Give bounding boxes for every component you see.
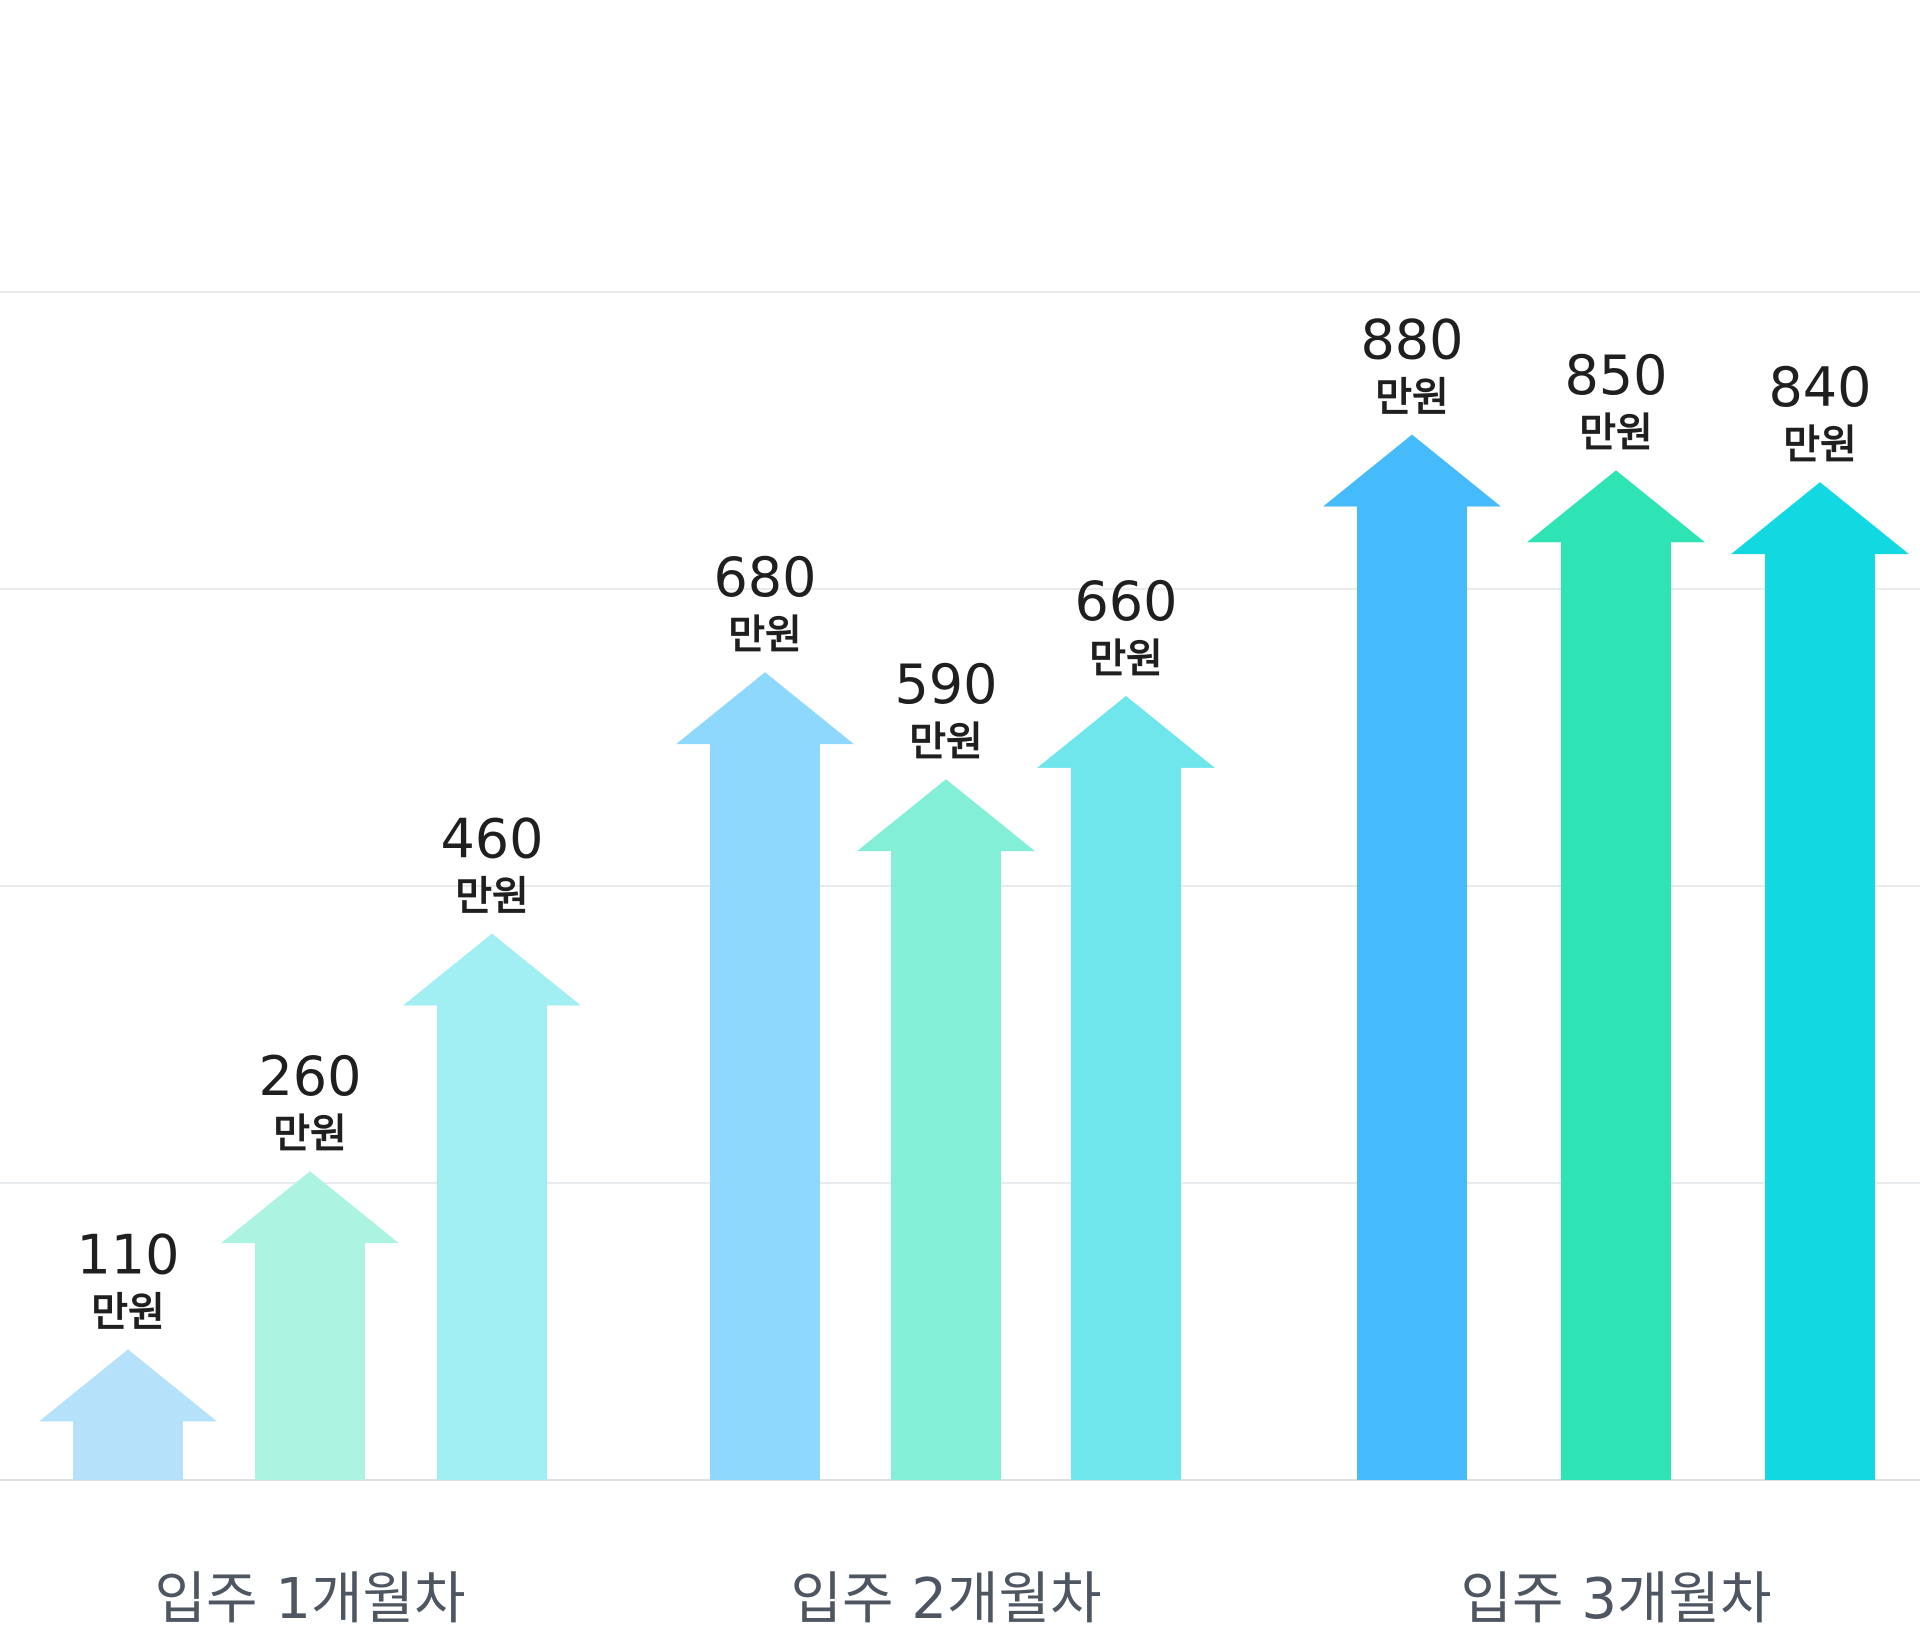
data-label: 590 <box>894 653 997 716</box>
data-label: 840 <box>1768 356 1871 419</box>
unit-label: 만원 <box>455 874 529 920</box>
unit-label: 만원 <box>91 1289 165 1335</box>
arrow-bar <box>857 779 1035 1480</box>
category-label: 입주 1개월차 <box>154 1567 465 1625</box>
unit-label: 만원 <box>1783 422 1857 468</box>
arrow-bar <box>1323 434 1501 1480</box>
unit-label: 만원 <box>909 719 983 765</box>
data-label: 260 <box>258 1045 361 1108</box>
data-label: 460 <box>440 808 543 871</box>
data-label: 110 <box>76 1223 179 1286</box>
unit-label: 만원 <box>1089 636 1163 682</box>
unit-label: 만원 <box>728 612 802 658</box>
data-label: 850 <box>1564 344 1667 407</box>
category-label: 입주 3개월차 <box>1460 1567 1771 1625</box>
arrow-bar <box>1731 482 1909 1481</box>
data-label: 660 <box>1074 570 1177 633</box>
data-label: 880 <box>1360 309 1463 372</box>
unit-label: 만원 <box>1375 375 1449 421</box>
arrow-bar <box>676 672 854 1480</box>
arrow-bar <box>1037 695 1215 1480</box>
arrow-bar <box>1527 470 1705 1480</box>
arrow-bar <box>403 933 581 1480</box>
category-label: 입주 2개월차 <box>790 1567 1101 1625</box>
arrow-bar <box>221 1171 399 1480</box>
data-label: 680 <box>713 546 816 609</box>
unit-label: 만원 <box>273 1111 347 1157</box>
unit-label: 만원 <box>1579 410 1653 456</box>
arrow-bar <box>39 1349 217 1480</box>
